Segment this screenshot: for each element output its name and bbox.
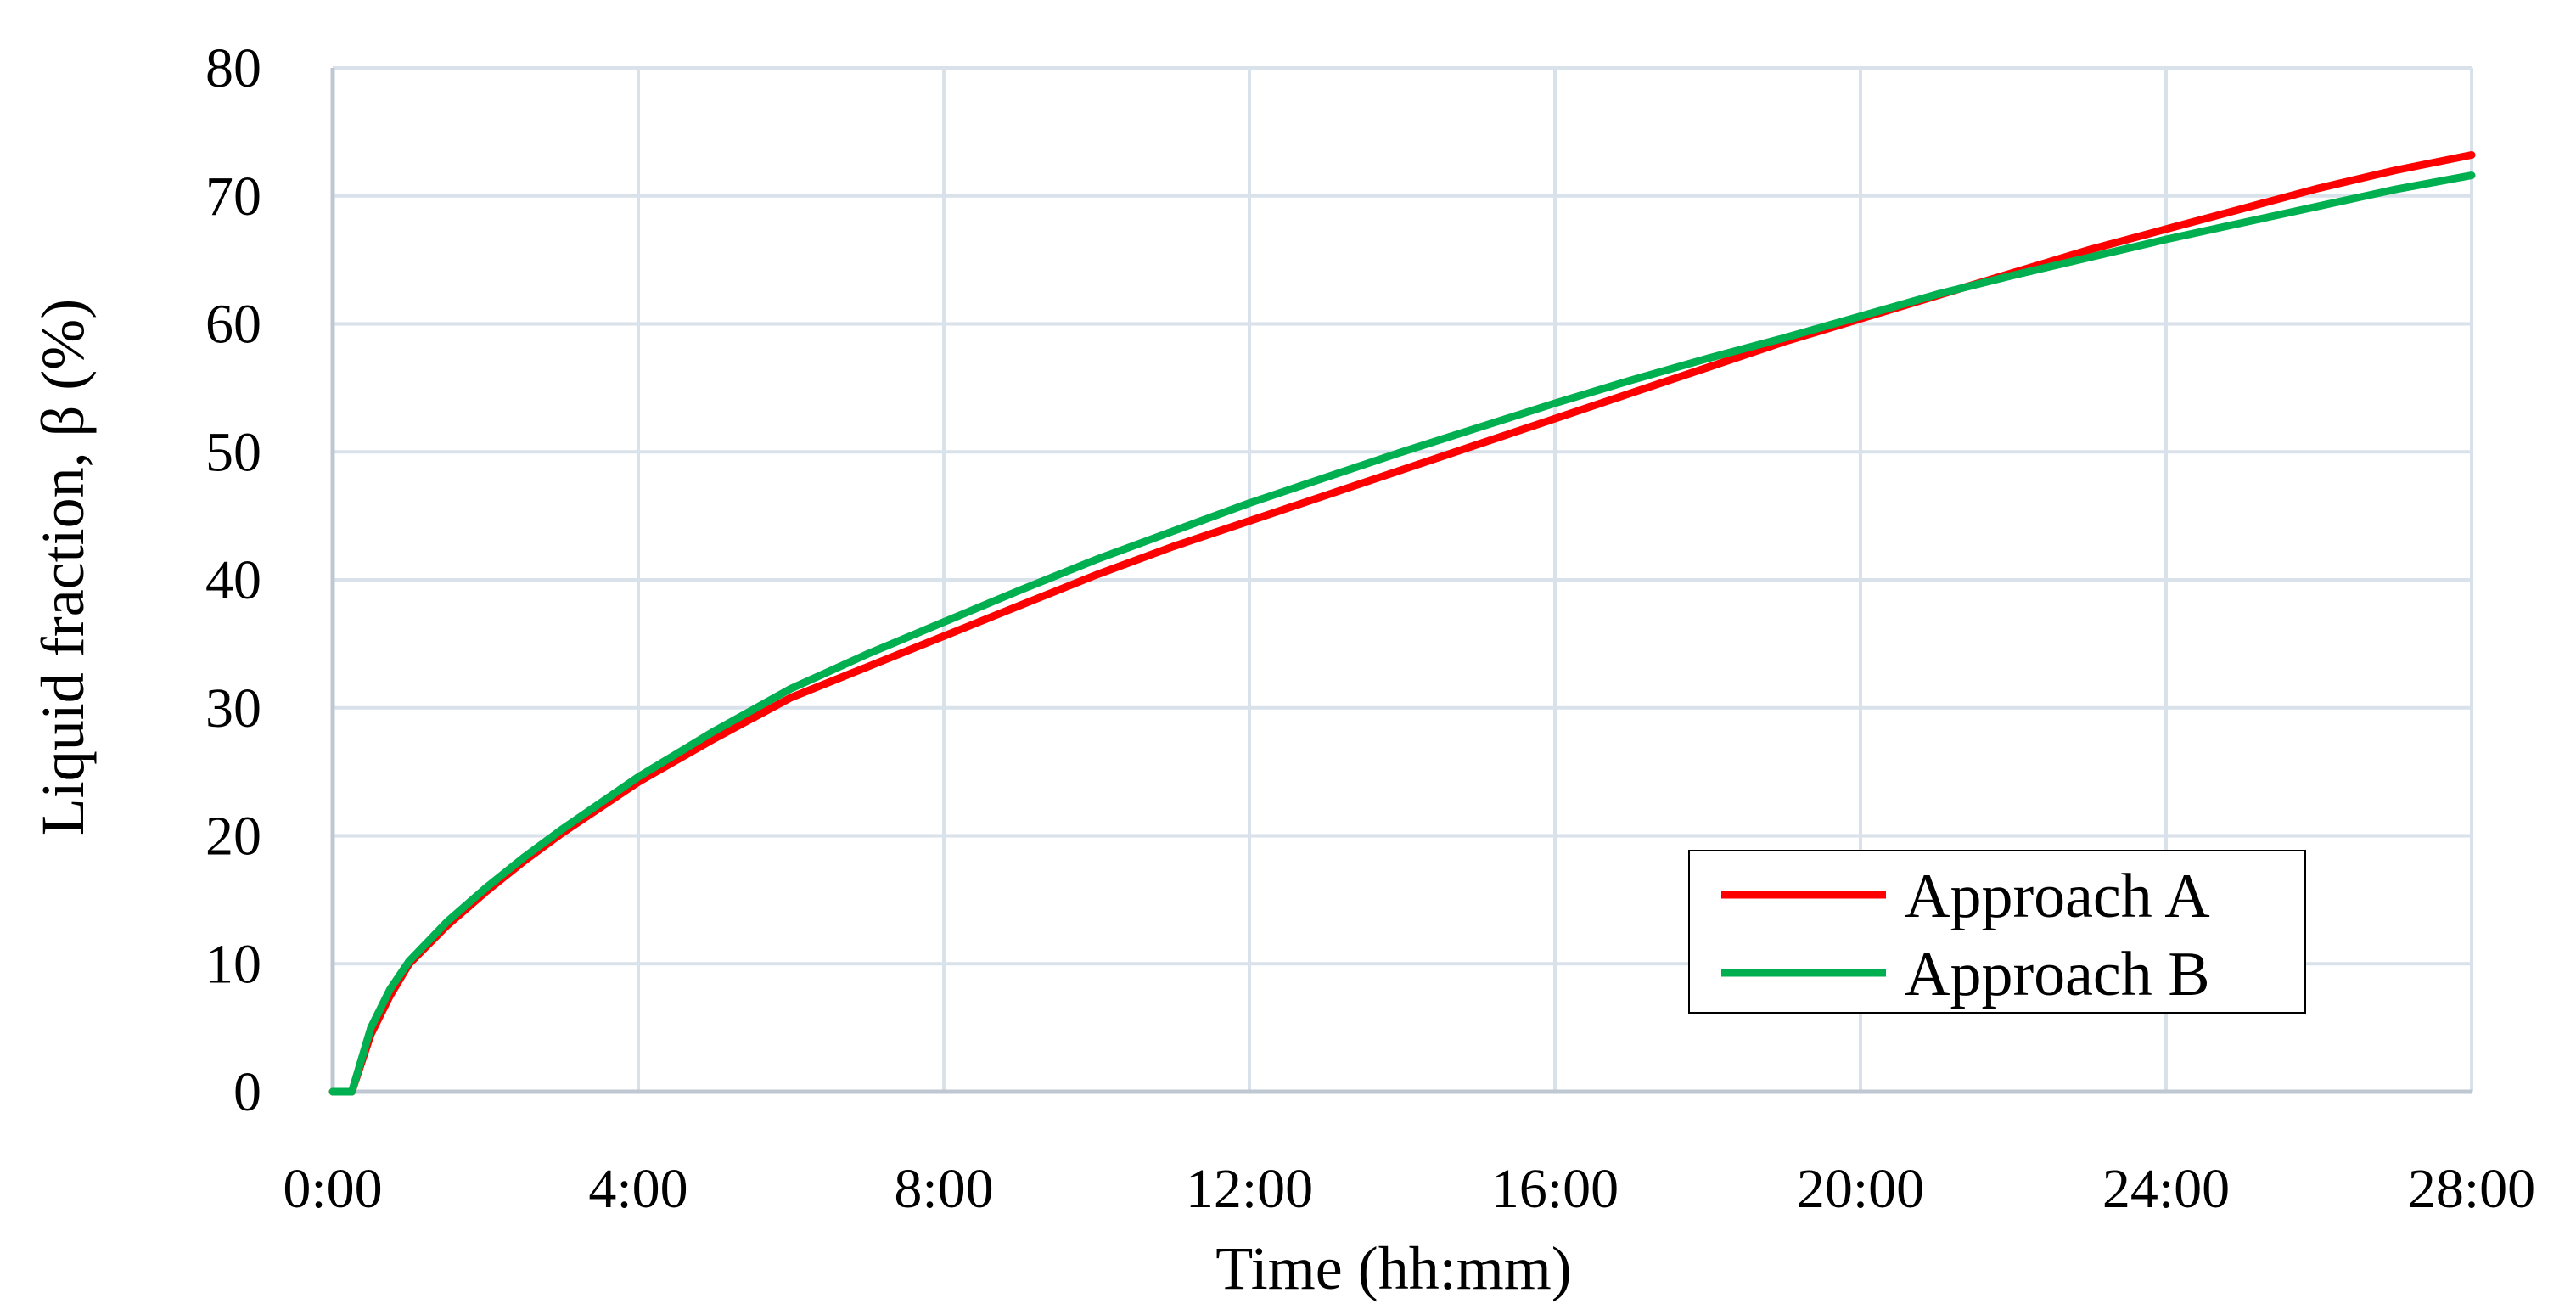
grid [333, 66, 2473, 1092]
series-line-approach-b [328, 171, 2476, 1096]
x-tick-label-7: 28:00 [2408, 1158, 2535, 1220]
y-tick-label-2: 20 [205, 806, 261, 868]
x-tick-label-0: 0:00 [283, 1158, 382, 1220]
y-tick-label-6: 60 [205, 294, 261, 356]
y-tick-label-3: 30 [205, 677, 261, 739]
x-tick-label-4: 16:00 [1491, 1158, 1619, 1220]
legend-label-approach-a: Approach A [1905, 862, 2210, 931]
y-tick-labels: 0 10 20 30 40 50 60 70 80 [205, 37, 261, 1123]
y-axis-title: Liquid fraction, β (%) [29, 299, 97, 835]
y-tick-label-7: 70 [205, 166, 261, 228]
legend: Approach A Approach B [1688, 850, 2306, 1014]
y-tick-label-5: 50 [205, 421, 261, 483]
y-tick-label-8: 80 [205, 37, 261, 99]
axes [330, 68, 2472, 1094]
legend-label-approach-b: Approach B [1905, 940, 2210, 1009]
x-tick-label-1: 4:00 [588, 1158, 687, 1220]
x-axis-title: Time (hh:mm) [1215, 1234, 1571, 1302]
legend-box [1688, 850, 2306, 1014]
x-tick-labels: 0:00 4:00 8:00 12:00 16:00 20:00 24:00 28:00 [283, 1158, 2535, 1220]
x-tick-label-5: 20:00 [1797, 1158, 1924, 1220]
x-tick-label-2: 8:00 [894, 1158, 993, 1220]
x-tick-label-3: 12:00 [1186, 1158, 1313, 1220]
y-tick-label-0: 0 [233, 1061, 261, 1123]
y-tick-label-4: 40 [205, 549, 261, 611]
series-lines [328, 151, 2476, 1096]
y-tick-label-1: 10 [205, 933, 261, 995]
x-tick-label-6: 24:00 [2102, 1158, 2230, 1220]
